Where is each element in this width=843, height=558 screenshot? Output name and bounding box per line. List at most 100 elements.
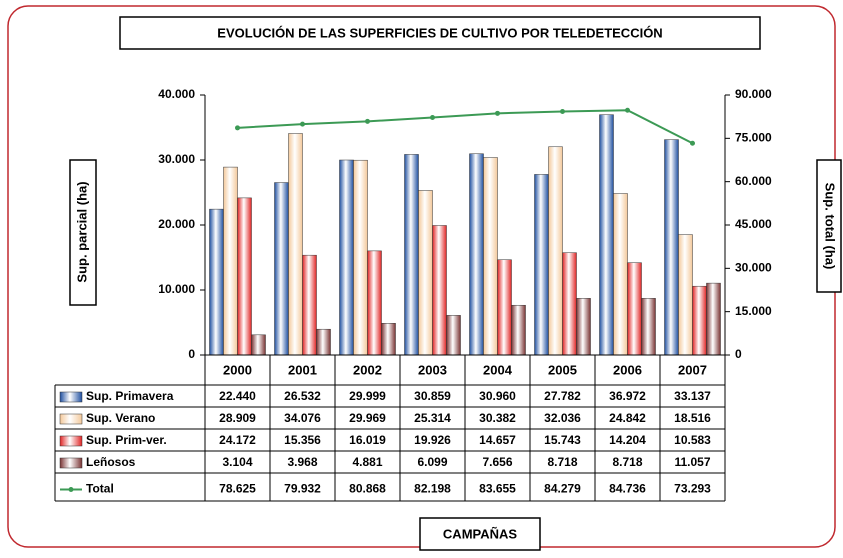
table-value: 34.076	[284, 411, 321, 425]
title-box	[119, 16, 761, 50]
bar	[613, 193, 628, 356]
bar	[251, 334, 266, 356]
legend-swatch	[59, 413, 83, 425]
bar	[483, 157, 498, 356]
table-value: 7.656	[482, 455, 512, 469]
bar	[627, 262, 642, 356]
legend-label: Leñosos	[86, 455, 136, 469]
point	[235, 125, 240, 131]
table-value: 84.279	[544, 482, 581, 496]
legend-label: Sup. Prim-ver.	[86, 433, 167, 447]
y2-tick-label: 90.000	[735, 87, 772, 101]
bar	[706, 282, 721, 356]
bar	[511, 304, 526, 356]
y2-tick-label: 0	[735, 347, 742, 361]
bar	[302, 254, 317, 356]
table-value: 30.382	[479, 411, 516, 425]
table-value: 4.881	[352, 455, 382, 469]
y2-tick-label: 30.000	[735, 261, 772, 275]
bar	[339, 159, 354, 356]
table-value: 33.137	[674, 389, 711, 403]
table-value: 73.293	[674, 482, 711, 496]
y2label-box	[816, 159, 842, 293]
table-value: 83.655	[479, 482, 516, 496]
table-value: 14.657	[479, 433, 516, 447]
bar	[664, 139, 679, 356]
y-tick-label: 30.000	[158, 152, 195, 166]
bar	[381, 323, 396, 356]
legend-label: Sup. Verano	[86, 411, 155, 425]
bar	[432, 225, 447, 356]
table-value: 18.516	[674, 411, 711, 425]
bar	[692, 285, 707, 356]
bar	[237, 197, 252, 356]
legend-swatch	[59, 391, 83, 403]
y-tick-label: 0	[188, 347, 195, 361]
point	[560, 109, 565, 115]
table-value: 8.718	[547, 455, 577, 469]
y-tick-label: 20.000	[158, 217, 195, 231]
x-tick-label: 2003	[418, 362, 447, 377]
x-tick-label: 2001	[288, 362, 317, 377]
table-value: 27.782	[544, 389, 581, 403]
table-value: 8.718	[612, 455, 642, 469]
bar	[548, 146, 563, 356]
bar	[641, 298, 656, 356]
y2-tick-label: 60.000	[735, 174, 772, 188]
ylabel-box	[69, 159, 97, 306]
table-value: 28.909	[219, 411, 256, 425]
x-tick-label: 2005	[548, 362, 577, 377]
table-value: 79.932	[284, 482, 321, 496]
point	[365, 118, 370, 124]
bar	[678, 234, 693, 356]
table-value: 3.104	[222, 455, 252, 469]
table-value: 29.999	[349, 389, 386, 403]
bar	[274, 182, 289, 356]
point	[430, 115, 435, 121]
point	[625, 107, 630, 113]
point	[495, 110, 500, 116]
table-value: 84.736	[609, 482, 646, 496]
y2-axis-label: Sup. total (ha)	[823, 183, 838, 270]
y-tick-label: 40.000	[158, 87, 195, 101]
legend-label: Total	[86, 482, 114, 496]
x-tick-label: 2002	[353, 362, 382, 377]
bar	[209, 208, 224, 356]
table-value: 78.625	[219, 482, 256, 496]
table-value: 29.969	[349, 411, 386, 425]
table-value: 10.583	[674, 433, 711, 447]
bar	[288, 133, 303, 356]
x-tick-label: 2006	[613, 362, 642, 377]
bar	[576, 298, 591, 356]
table-value: 36.972	[609, 389, 646, 403]
table-value: 6.099	[417, 455, 447, 469]
y-axis-label: Sup. parcial (ha)	[74, 181, 89, 282]
line	[237, 109, 693, 145]
bar	[316, 328, 331, 356]
chart-title: EVOLUCIÓN DE LAS SUPERFICIES DE CULTIVO …	[217, 25, 662, 40]
legend-label: Sup. Primavera	[86, 389, 174, 403]
legend-swatch	[59, 435, 83, 447]
table-value: 19.926	[414, 433, 451, 447]
table-value: 11.057	[674, 455, 710, 469]
bar	[562, 252, 577, 356]
point	[690, 140, 695, 146]
bar	[599, 114, 614, 356]
y2-tick-label: 15.000	[735, 304, 772, 318]
bar	[223, 166, 238, 356]
bar	[446, 315, 461, 356]
table-value: 30.859	[414, 389, 451, 403]
table-value: 24.172	[219, 433, 256, 447]
table-value: 25.314	[414, 411, 451, 425]
x-axis-label: CAMPAÑAS	[443, 526, 517, 541]
y2-tick-label: 45.000	[735, 217, 772, 231]
legend-point	[68, 487, 74, 492]
bar	[404, 154, 419, 356]
x-tick-label: 2007	[678, 362, 707, 377]
bar	[497, 259, 512, 356]
y2-tick-label: 75.000	[735, 131, 772, 145]
table-value: 24.842	[609, 411, 646, 425]
table-value: 22.440	[219, 389, 256, 403]
x-tick-label: 2004	[483, 362, 513, 377]
